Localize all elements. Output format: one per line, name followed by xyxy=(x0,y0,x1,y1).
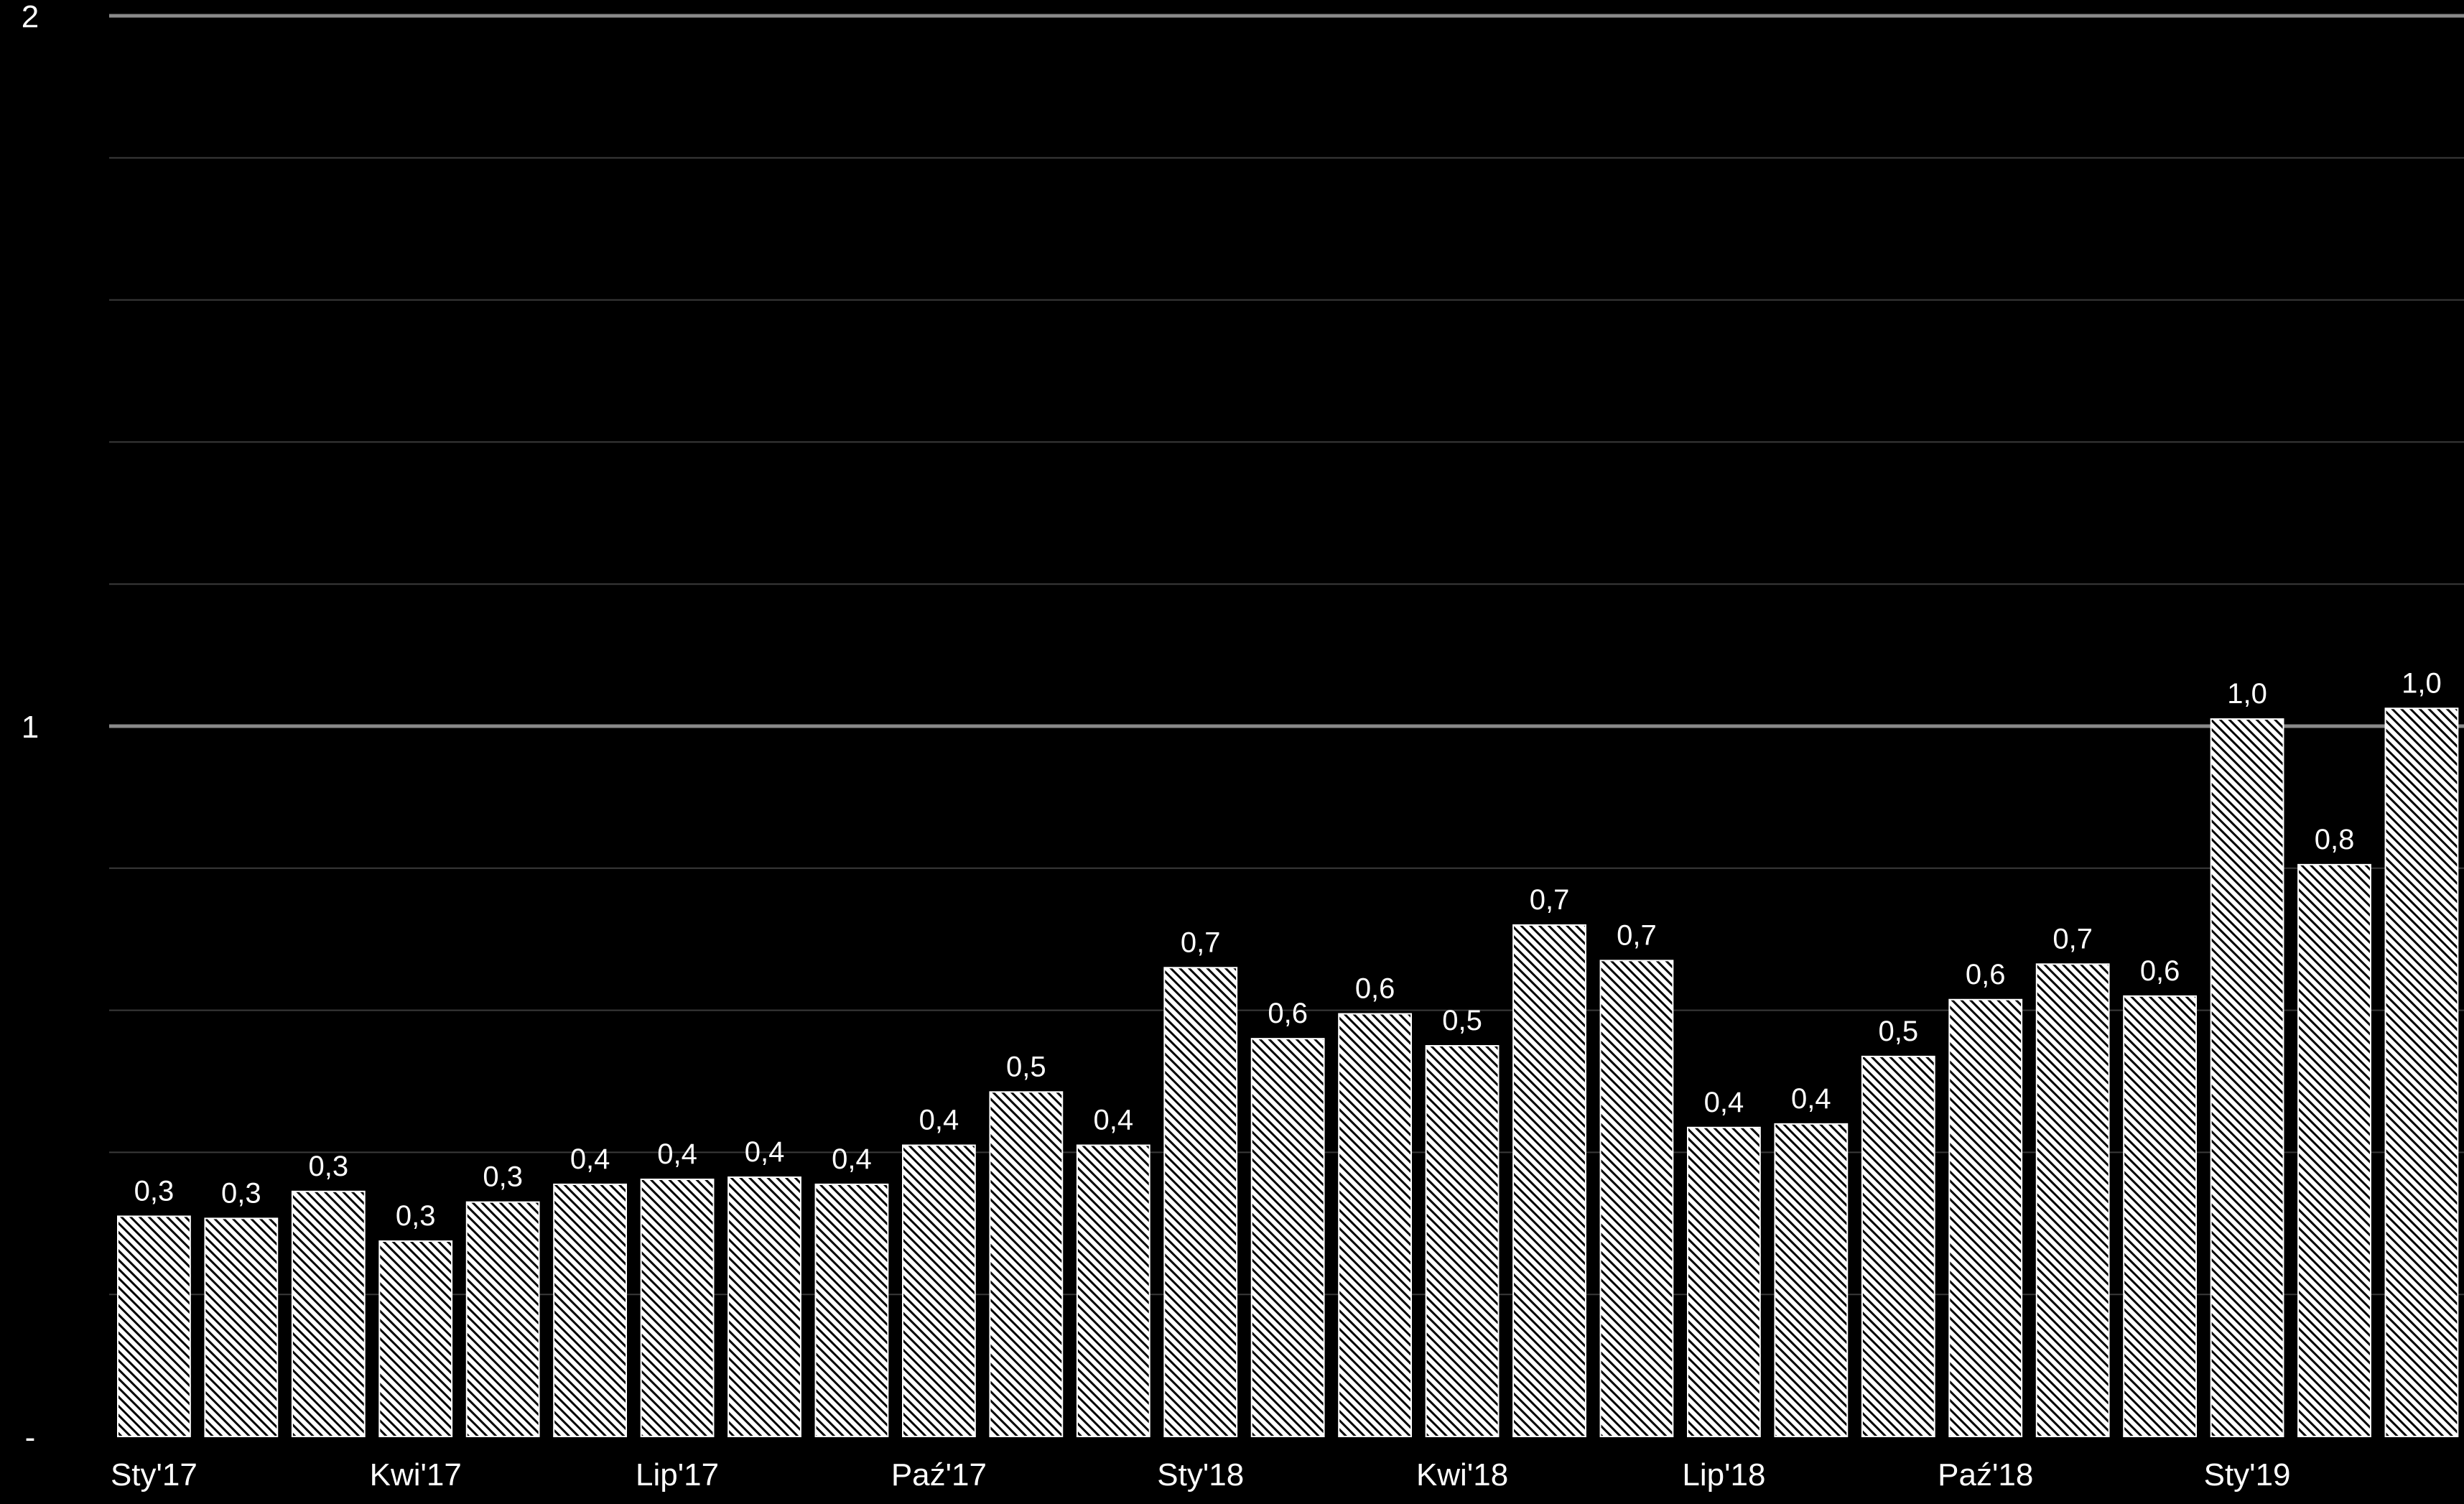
bar-value-label: 0,7 xyxy=(2052,923,2093,955)
bar-value-label: 0,3 xyxy=(134,1175,175,1207)
y-tick-label: 1 xyxy=(22,710,39,745)
bar xyxy=(2210,718,2284,1437)
data-labels: 0,3 0,3 0,3 0,3 0,3 0,4 0,4 0,4 0,4 0,4 0,5 0,4 0,7 0… xyxy=(134,667,2442,1232)
bar xyxy=(1338,1013,1413,1438)
x-axis-ticks: Sty'17 Kwi'17 Lip'17 Paź'17 Sty'18 Kwi'18 Lip'… xyxy=(111,1457,2291,1493)
bar xyxy=(378,1240,453,1438)
bar xyxy=(1512,924,1586,1438)
bar xyxy=(553,1183,628,1438)
bar-value-label: 0,5 xyxy=(1006,1051,1046,1082)
bar-value-label: 0,4 xyxy=(657,1138,697,1170)
bar-value-label: 0,4 xyxy=(919,1105,959,1136)
bars xyxy=(117,707,2459,1438)
bar xyxy=(902,1144,976,1437)
bar-value-label: 0,5 xyxy=(1878,1016,1918,1047)
bar xyxy=(291,1190,366,1438)
y-tick-label: 2 xyxy=(22,0,39,34)
bar xyxy=(2297,863,2371,1437)
x-tick-label: Sty'18 xyxy=(1157,1457,1244,1493)
y-axis-ticks: - 1 2 xyxy=(22,0,39,1455)
bar-value-label: 0,4 xyxy=(1791,1083,1831,1115)
bar xyxy=(814,1183,889,1438)
bar xyxy=(1076,1144,1150,1437)
bar-value-label: 0,5 xyxy=(1442,1005,1482,1036)
bar-value-label: 0,4 xyxy=(1093,1105,1133,1136)
bar-value-label: 1,0 xyxy=(2402,667,2442,699)
bar xyxy=(465,1201,540,1437)
bar-value-label: 0,7 xyxy=(1617,919,1657,951)
bar-value-label: 0,3 xyxy=(221,1177,261,1209)
bar xyxy=(1774,1123,1849,1437)
bar xyxy=(640,1178,715,1438)
y-tick-label: - xyxy=(25,1420,36,1455)
x-tick-label: Lip'17 xyxy=(636,1457,719,1493)
bar-value-label: 0,4 xyxy=(745,1136,785,1168)
bar-value-label: 0,7 xyxy=(1181,927,1221,958)
bar-value-label: 0,4 xyxy=(832,1143,872,1175)
bar xyxy=(1425,1045,1500,1438)
bar xyxy=(989,1091,1064,1437)
x-tick-label: Kwi'18 xyxy=(1416,1457,1508,1493)
x-tick-label: Paź'17 xyxy=(891,1457,987,1493)
x-tick-label: Paź'18 xyxy=(1938,1457,2033,1493)
x-tick-label: Sty'17 xyxy=(111,1457,197,1493)
bar-value-label: 0,4 xyxy=(570,1143,610,1175)
bar-value-label: 0,3 xyxy=(483,1161,523,1193)
bar xyxy=(1861,1055,1935,1437)
bar xyxy=(1250,1038,1325,1438)
bar-value-label: 0,6 xyxy=(1268,998,1308,1029)
bar-value-label: 0,7 xyxy=(1530,884,1570,916)
bar xyxy=(1163,967,1238,1437)
x-tick-label: Sty'19 xyxy=(2204,1457,2291,1493)
bar-value-label: 0,3 xyxy=(396,1200,436,1232)
bar xyxy=(2384,707,2459,1437)
bar xyxy=(1599,960,1674,1437)
x-tick-label: Kwi'17 xyxy=(370,1457,462,1493)
bar-value-label: 1,0 xyxy=(2227,678,2267,710)
gridlines xyxy=(109,14,2464,1296)
bar xyxy=(2123,995,2198,1437)
bar xyxy=(1948,998,2023,1437)
bar-value-label: 0,3 xyxy=(308,1151,348,1182)
bar-value-label: 0,6 xyxy=(2140,955,2180,987)
bar xyxy=(204,1217,279,1437)
bar xyxy=(2035,963,2110,1437)
bar-value-label: 0,6 xyxy=(1355,973,1395,1005)
bar xyxy=(117,1215,191,1438)
bar-value-label: 0,8 xyxy=(2315,824,2355,855)
bar xyxy=(1687,1126,1761,1438)
x-tick-label: Lip'18 xyxy=(1682,1457,1765,1493)
bar-value-label: 0,6 xyxy=(1966,959,2006,990)
bar-value-label: 0,4 xyxy=(1704,1087,1744,1118)
bar xyxy=(727,1176,801,1437)
